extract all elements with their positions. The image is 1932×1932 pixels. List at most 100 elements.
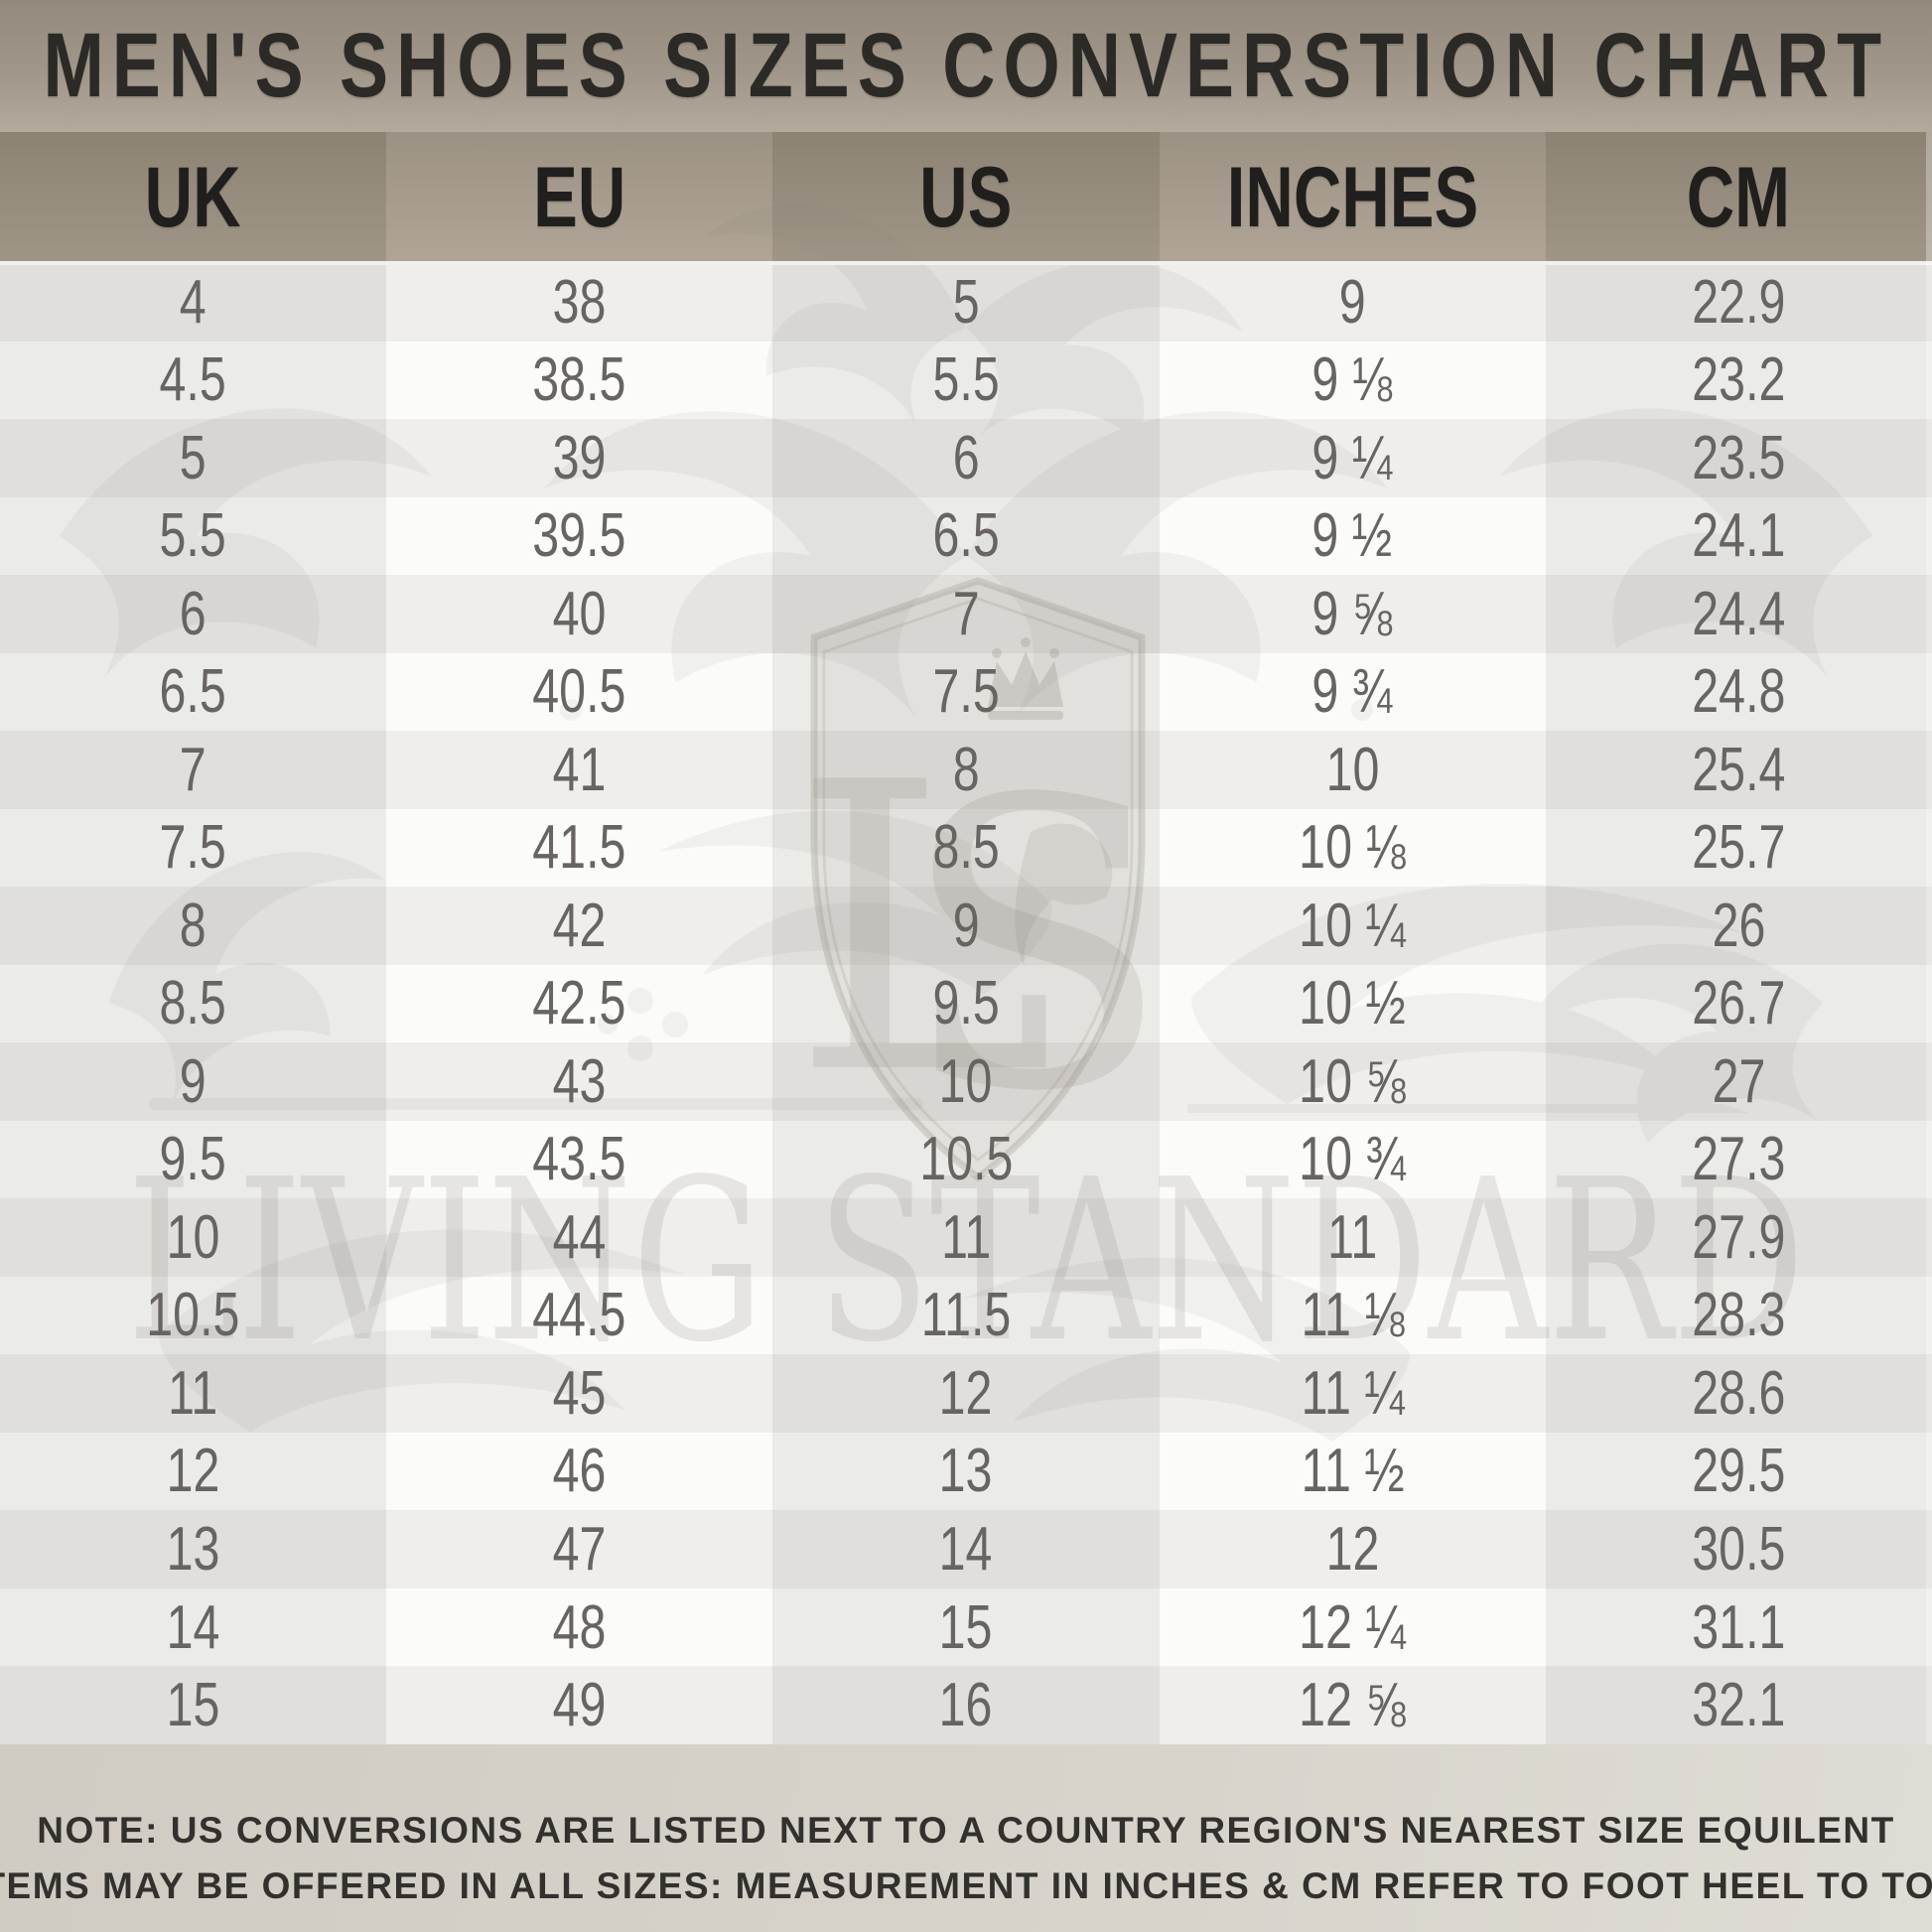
column-header-uk: UK [0, 132, 387, 263]
cell-value: 13 [939, 1437, 993, 1506]
cell-value: 44.5 [532, 1281, 626, 1350]
table-cell-inches: 11 ⅛ [1160, 1277, 1546, 1355]
table-body: 4 38 5 9 22.9 4.5 38.5 5.5 9 ⅛ 23.2 5 39 6 9 ¼ 23.5 5.5… [0, 263, 1932, 1744]
table-cell-eu: 38 [386, 263, 772, 342]
table-cell-inches: 9 ¼ [1160, 419, 1546, 497]
cell-value: 42.5 [532, 969, 626, 1038]
table-cell-us: 9 [772, 887, 1160, 965]
table-cell-inches: 10 [1160, 731, 1546, 809]
table-cell-eu: 45 [386, 1354, 772, 1433]
table-cell-inches: 10 ¼ [1160, 887, 1546, 965]
cell-value: 9 [952, 891, 980, 960]
cell-value: 4.5 [159, 345, 227, 415]
table-cell-inches: 9 ½ [1160, 497, 1546, 576]
cell-value: 8.5 [159, 969, 227, 1038]
cell-value: 10.5 [146, 1281, 240, 1350]
cell-value: 24.4 [1692, 579, 1786, 648]
cell-value: 6 [952, 423, 980, 492]
table-cell-uk: 9 [0, 1042, 387, 1121]
table-cell-uk: 4 [0, 263, 387, 342]
cell-value: 27.3 [1692, 1125, 1786, 1194]
table-row: 6 40 7 9 ⅝ 24.4 [0, 575, 1932, 653]
table-row: 6.5 40.5 7.5 9 ¾ 24.8 [0, 652, 1932, 732]
table-row: 4 38 5 9 22.9 [0, 263, 1932, 342]
table-cell-inches: 12 [1160, 1510, 1546, 1588]
cell-value: 15 [166, 1671, 220, 1740]
table-cell-cm: 24.8 [1545, 652, 1932, 732]
table-cell-uk: 4.5 [0, 341, 387, 420]
cell-value: 25.4 [1692, 735, 1786, 804]
table-cell-cm: 27.9 [1545, 1198, 1932, 1277]
cell-value: 6 [180, 579, 207, 648]
cell-value: 43.5 [532, 1125, 626, 1194]
cell-value: 12 [1325, 1515, 1380, 1584]
table-cell-us: 12 [772, 1354, 1160, 1433]
table-row: 15 49 16 12 ⅝ 32.1 [0, 1666, 1932, 1744]
cell-value: 40 [552, 579, 607, 648]
table-row: 10 44 11 11 27.9 [0, 1198, 1932, 1277]
table-cell-eu: 38.5 [386, 342, 772, 420]
table-cell-us: 8.5 [772, 808, 1160, 888]
table-row: 13 47 14 12 30.5 [0, 1510, 1932, 1588]
cell-value: 23.5 [1692, 423, 1786, 492]
cell-value: 15 [939, 1592, 993, 1662]
table-cell-uk: 9.5 [0, 1120, 387, 1199]
cell-value: 6.5 [932, 501, 1000, 571]
table-cell-cm: 24.1 [1545, 496, 1932, 576]
table-row: 5.5 39.5 6.5 9 ½ 24.1 [0, 496, 1932, 576]
table-cell-inches: 12 ⅝ [1160, 1666, 1546, 1744]
cell-value: 10 ¼ [1299, 891, 1406, 960]
table-cell-us: 10.5 [772, 1120, 1160, 1199]
table-cell-us: 8 [772, 731, 1160, 809]
table-row: 9.5 43.5 10.5 10 ¾ 27.3 [0, 1120, 1932, 1199]
table-row: 9 43 10 10 ⅝ 27 [0, 1042, 1932, 1121]
table-cell-uk: 6 [0, 575, 387, 653]
cell-value: 39.5 [532, 501, 626, 571]
table-cell-cm: 26 [1545, 887, 1932, 965]
cell-value: 10 [166, 1202, 220, 1272]
cell-value: 9 [180, 1046, 207, 1116]
table-cell-inches: 11 [1160, 1198, 1546, 1277]
cell-value: 28.3 [1692, 1281, 1786, 1350]
cell-value: 45 [552, 1358, 607, 1428]
table-cell-uk: 10 [0, 1198, 387, 1277]
table-cell-inches: 10 ½ [1160, 965, 1546, 1043]
cell-value: 8 [952, 735, 980, 804]
table-cell-inches: 11 ¼ [1160, 1354, 1546, 1433]
table-cell-us: 14 [772, 1510, 1160, 1588]
cell-value: 7.5 [159, 813, 227, 883]
cell-value: 31.1 [1692, 1592, 1786, 1662]
page-title: MEN'S SHOES SIZES CONVERSTION CHART [43, 15, 1889, 116]
cell-value: 9.5 [159, 1125, 227, 1194]
table-cell-uk: 11 [0, 1354, 387, 1433]
table-cell-uk: 8 [0, 887, 387, 965]
cell-value: 43 [552, 1046, 607, 1116]
cell-value: 14 [939, 1515, 993, 1584]
table-cell-cm: 23.5 [1545, 419, 1932, 497]
table-cell-us: 15 [772, 1587, 1160, 1667]
table-cell-eu: 43 [386, 1042, 772, 1121]
table-cell-uk: 5.5 [0, 496, 387, 576]
cell-value: 11 ⅛ [1301, 1281, 1405, 1350]
table-row: 8 42 9 10 ¼ 26 [0, 887, 1932, 965]
cell-value: 9 [1338, 267, 1366, 337]
cell-value: 27.9 [1692, 1202, 1786, 1272]
cell-value: 26 [1712, 891, 1766, 960]
table-cell-inches: 9 ¾ [1160, 653, 1546, 732]
column-header-label: INCHES [1226, 149, 1478, 245]
cell-value: 44 [552, 1202, 607, 1272]
footnote-line-1: NOTE: US CONVERSIONS ARE LISTED NEXT TO … [37, 1803, 1894, 1859]
cell-value: 10 [1325, 735, 1380, 804]
cell-value: 9 ¾ [1311, 657, 1393, 727]
table-row: 10.5 44.5 11.5 11 ⅛ 28.3 [0, 1276, 1932, 1355]
cell-value: 24.8 [1692, 657, 1786, 727]
table-cell-us: 5.5 [772, 341, 1160, 420]
cell-value: 5.5 [932, 345, 1000, 415]
column-header-label: CM [1687, 149, 1791, 245]
column-header-cm: CM [1545, 132, 1932, 263]
cell-value: 42 [552, 891, 607, 960]
cell-value: 49 [552, 1671, 607, 1740]
table-cell-us: 6.5 [772, 496, 1160, 576]
table-cell-cm: 29.5 [1545, 1432, 1932, 1511]
table-cell-us: 5 [772, 263, 1160, 342]
